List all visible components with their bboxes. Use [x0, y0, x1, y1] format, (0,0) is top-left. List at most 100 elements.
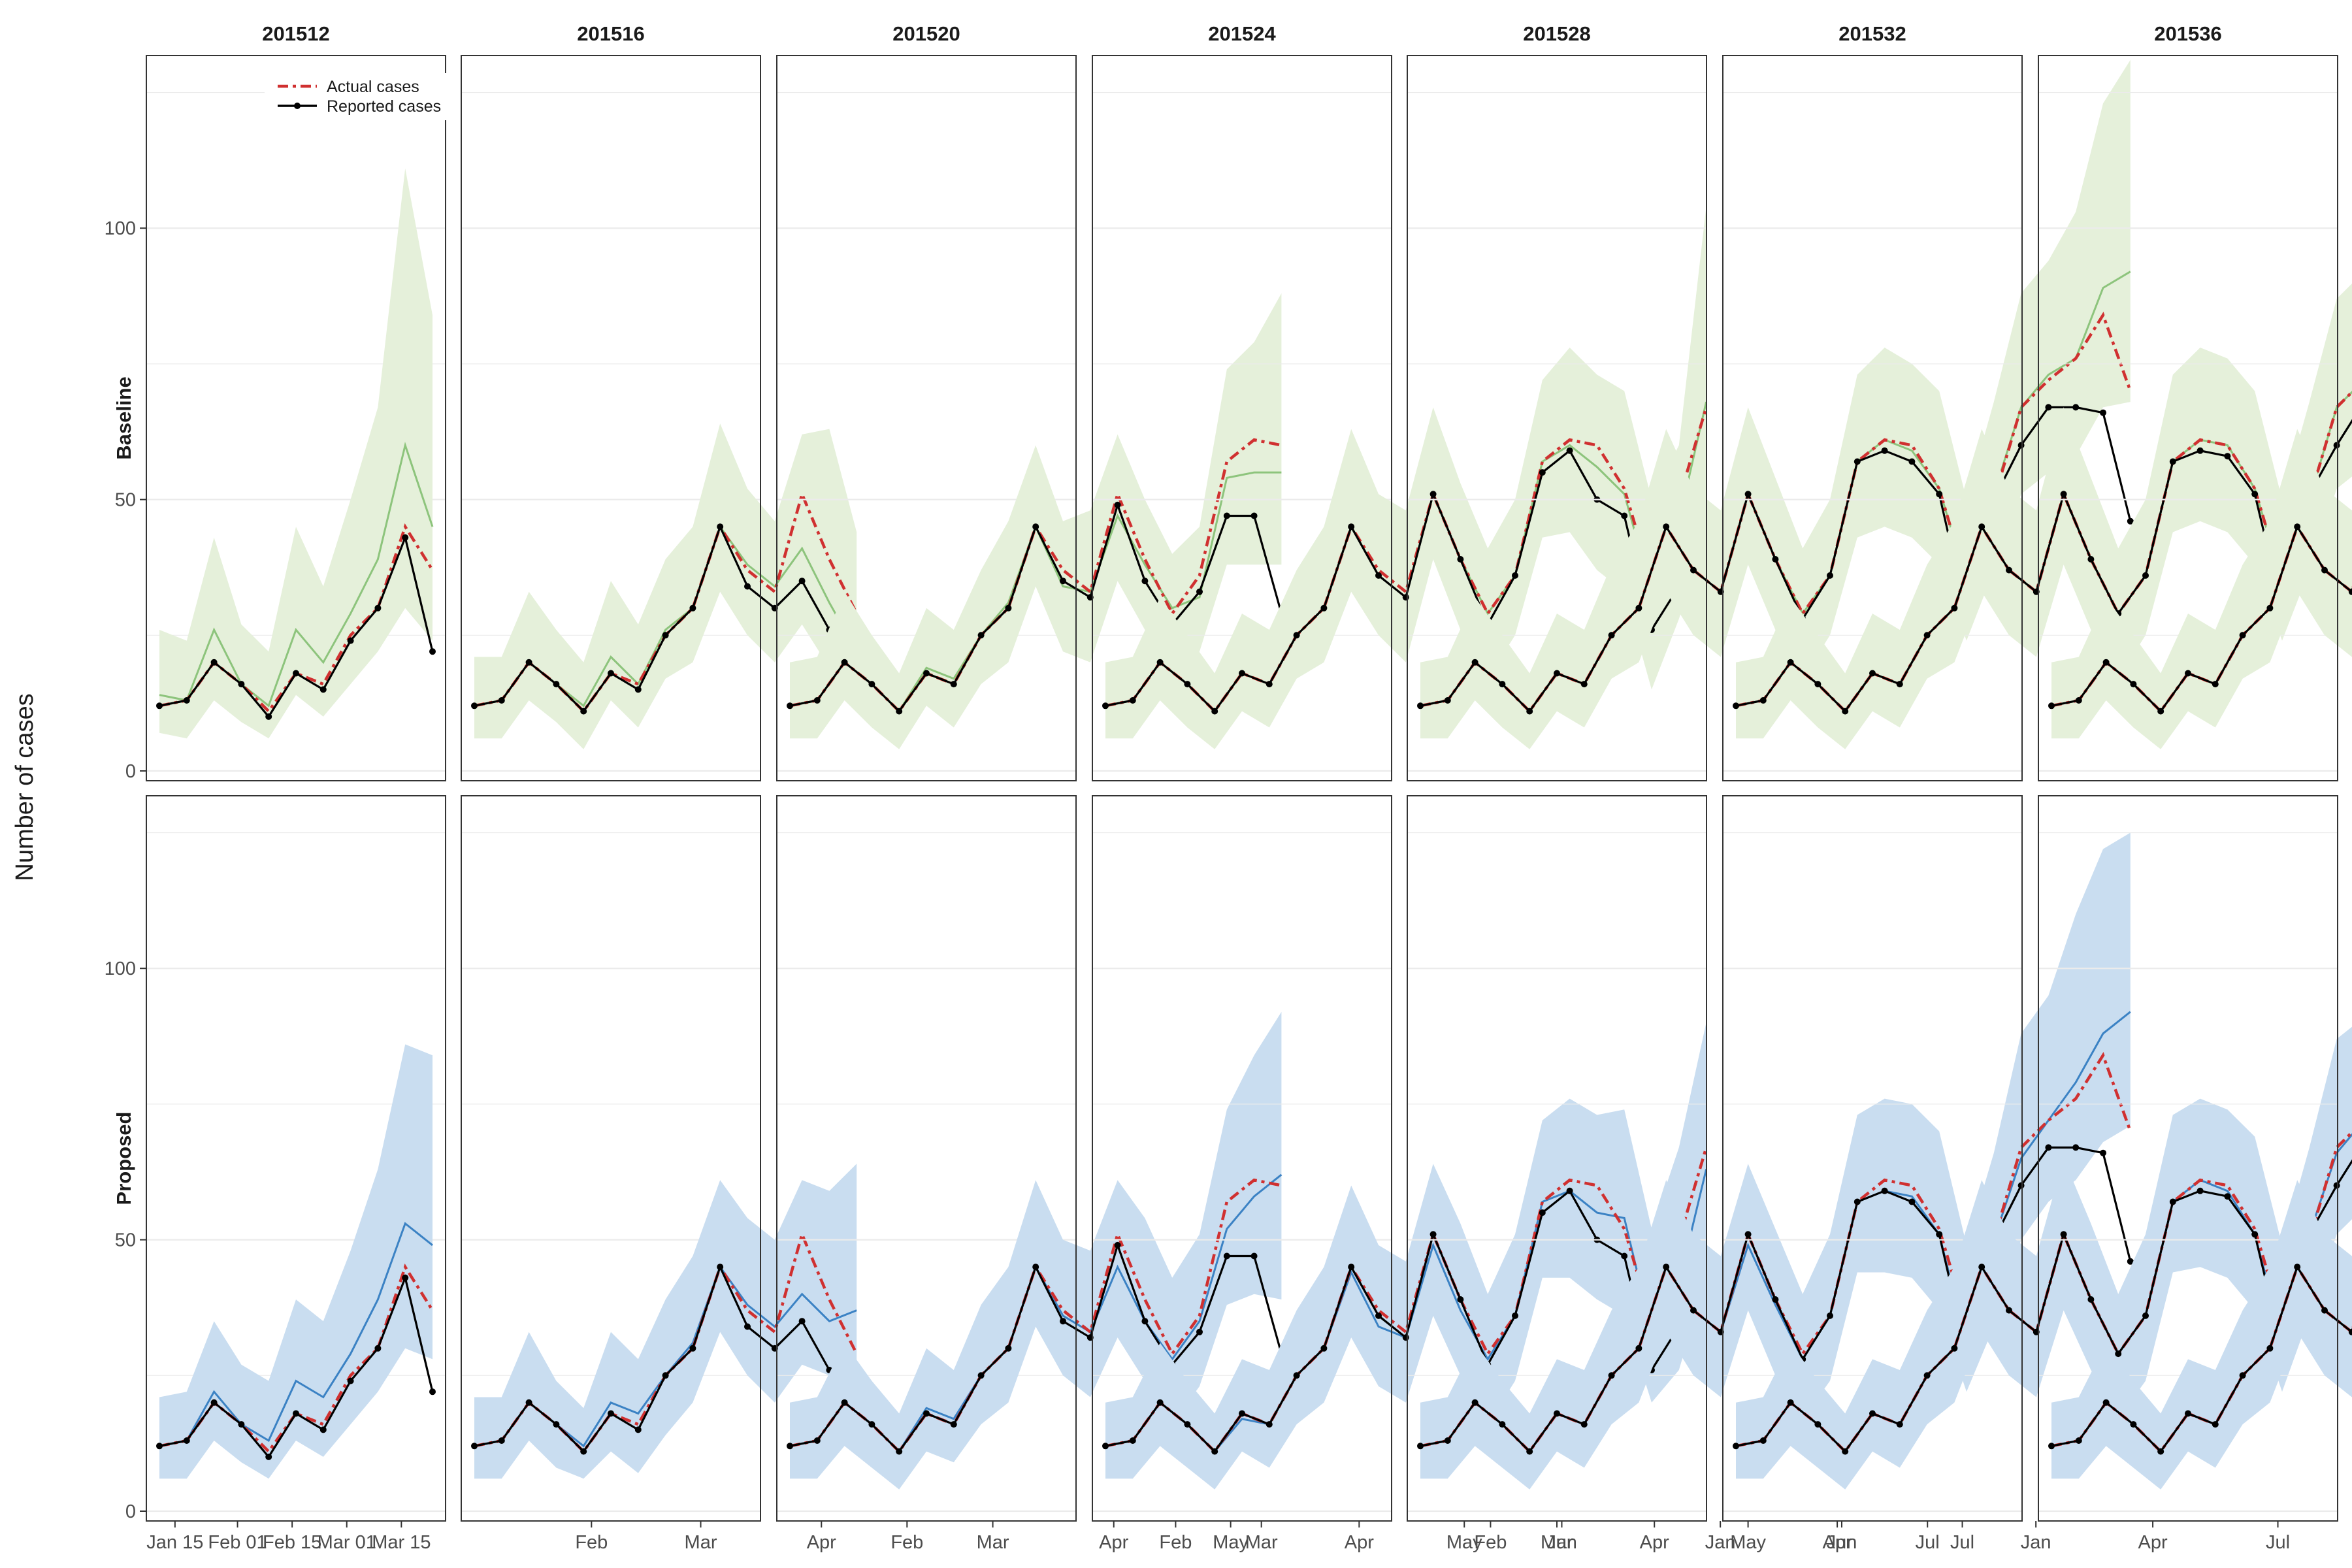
actual-cases-line — [159, 523, 434, 714]
reported-case-point — [553, 1421, 560, 1428]
x-tick-label: Feb — [575, 1532, 608, 1553]
prediction-interval-band — [1736, 283, 2352, 749]
reported-case-point — [1060, 1318, 1066, 1325]
reported-case-point — [429, 1388, 436, 1396]
x-tick-label: Feb — [1159, 1532, 1192, 1553]
reported-case-point — [923, 670, 930, 677]
reported-case-point — [525, 659, 532, 666]
reported-case-point — [1223, 512, 1230, 519]
reported-case-point — [1787, 659, 1794, 666]
x-tick-label: Mar — [685, 1532, 717, 1553]
reported-case-point — [1923, 1372, 1931, 1379]
reported-case-point — [1471, 1399, 1478, 1406]
reported-case-point — [1869, 670, 1876, 677]
reported-case-point — [293, 1410, 299, 1417]
reported-case-point — [689, 604, 696, 612]
panel-border — [146, 55, 446, 781]
reported-case-point — [2321, 566, 2328, 574]
reported-case-point — [1102, 702, 1109, 710]
reported-case-point — [1827, 572, 1833, 579]
panel-proposed-201512 — [146, 795, 446, 1522]
reported-case-point — [1444, 1437, 1451, 1444]
reported-case-point — [1141, 1318, 1149, 1325]
reported-case-point — [2239, 632, 2246, 639]
reported-case-point — [2075, 697, 2082, 704]
reported-case-point — [2169, 1198, 2176, 1205]
legend-label-actual: Actual cases — [327, 78, 419, 96]
reported-case-point — [2006, 1307, 2012, 1314]
prediction-interval-band — [1105, 206, 1707, 749]
reported-case-point — [2197, 1187, 2204, 1194]
reported-case-point — [1733, 1443, 1739, 1450]
facet-strip-label: 201524 — [1208, 22, 1276, 45]
reported-case-point — [2017, 1182, 2025, 1189]
panel-border — [461, 55, 761, 781]
reported-case-point — [1854, 458, 1861, 465]
reported-case-point — [2045, 1144, 2052, 1151]
reported-case-point — [1608, 1372, 1615, 1379]
x-tick-label: Mar — [1541, 1532, 1573, 1553]
reported-case-point — [1471, 659, 1478, 666]
panel-proposed-201536 — [2038, 795, 2352, 1522]
reported-case-point — [1772, 1296, 1779, 1303]
reported-case-point — [2294, 1264, 2301, 1271]
reported-case-point — [950, 681, 957, 688]
x-tick-label: Jun — [1546, 1532, 1577, 1553]
y-axis-title: Number of cases — [11, 693, 39, 881]
reported-case-point — [1951, 604, 1958, 612]
reported-case-point — [1005, 1345, 1012, 1352]
reported-case-point — [2072, 404, 2080, 411]
legend: Actual cases Reported cases — [265, 73, 461, 120]
reported-case-point — [1759, 697, 1767, 704]
reported-case-point — [293, 670, 299, 677]
reported-case-point — [1908, 458, 1916, 465]
reported-case-point — [868, 681, 875, 688]
x-tick-label: Jul — [1916, 1532, 1940, 1553]
reported-case-point — [1060, 578, 1066, 585]
reported-case-point — [2185, 1410, 2191, 1417]
reported-case-point — [2185, 670, 2191, 677]
panel-proposed-201524 — [1092, 795, 1710, 1522]
reported-case-point — [319, 686, 327, 693]
x-tick-label: Jan 15 — [146, 1532, 203, 1553]
reported-case-point — [1129, 697, 1136, 704]
reported-case-point — [1348, 1264, 1355, 1271]
reported-case-point — [1005, 604, 1012, 612]
reported-case-point — [717, 523, 724, 531]
reported-case-point — [1539, 1209, 1546, 1217]
x-tick-label: Jul — [1950, 1532, 1974, 1553]
reported-case-point — [580, 708, 587, 715]
actual-cases-line — [1105, 406, 1708, 714]
reported-case-point — [689, 1345, 696, 1352]
forecast-median-line — [159, 442, 434, 708]
reported-case-point — [744, 1323, 751, 1330]
labels-layer: 201512 201516 201520 201524 201528 201532 2015… — [105, 22, 2290, 1553]
reported-case-point — [1608, 632, 1615, 639]
reported-case-point — [2251, 491, 2259, 498]
reported-case-point — [2142, 572, 2149, 579]
reported-case-point — [813, 1437, 821, 1444]
reported-case-point — [1499, 681, 1506, 688]
reported-case-point — [1951, 1345, 1958, 1352]
reported-case-point — [1881, 447, 1888, 454]
reported-case-point — [1129, 1437, 1136, 1444]
reported-case-point — [1621, 1252, 1628, 1260]
reported-case-point — [1102, 1443, 1109, 1450]
reported-case-point — [1842, 1448, 1849, 1455]
reported-case-point — [1114, 501, 1121, 508]
reported-case-point — [2130, 1421, 2137, 1428]
reported-case-point — [608, 1410, 614, 1417]
reported-case-point — [1444, 697, 1451, 704]
reported-case-point — [1663, 1264, 1670, 1271]
reported-case-point — [1772, 556, 1779, 563]
reported-case-point — [1787, 1399, 1794, 1406]
reported-case-point — [1854, 1198, 1861, 1205]
reported-case-point — [1457, 1296, 1464, 1303]
reported-case-point — [896, 708, 903, 715]
reported-case-point — [977, 632, 985, 639]
facet-strip-label: 201516 — [577, 22, 644, 45]
actual-cases-line — [1105, 1147, 1708, 1454]
reported-case-point — [2348, 588, 2352, 595]
reported-case-point — [471, 702, 478, 710]
reported-case-point — [374, 1345, 382, 1352]
